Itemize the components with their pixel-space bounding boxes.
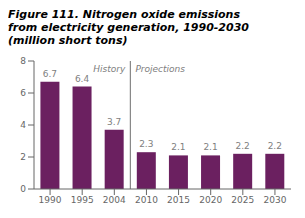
svg-text:2: 2 (20, 152, 26, 162)
svg-text:2.2: 2.2 (236, 141, 250, 151)
svg-text:6: 6 (20, 88, 26, 98)
svg-text:2.3: 2.3 (139, 139, 153, 149)
svg-text:2004: 2004 (103, 195, 126, 205)
svg-text:1995: 1995 (71, 195, 94, 205)
svg-text:History: History (93, 64, 126, 74)
svg-text:4: 4 (20, 120, 26, 130)
svg-text:2030: 2030 (263, 195, 286, 205)
svg-text:6.4: 6.4 (75, 74, 90, 84)
svg-text:2.2: 2.2 (268, 141, 282, 151)
svg-text:8: 8 (20, 56, 26, 66)
html-text:from electricity generation, 1: from electricity generation, 1990-2030 (8, 21, 249, 34)
svg-text:2025: 2025 (231, 195, 254, 205)
svg-text:0: 0 (20, 184, 26, 194)
svg-text:6.7: 6.7 (43, 69, 57, 79)
svg-text:2.1: 2.1 (171, 142, 185, 152)
html-text:(million short tons): (million short tons) (8, 34, 128, 47)
svg-text:3.7: 3.7 (107, 117, 121, 127)
svg-text:2010: 2010 (135, 195, 158, 205)
svg-text:2015: 2015 (167, 195, 190, 205)
html-text:Figure 111. Nitrogen oxide emi: Figure 111. Nitrogen oxide emissions (8, 8, 240, 21)
svg-text:2.1: 2.1 (203, 142, 217, 152)
svg-text:1990: 1990 (39, 195, 62, 205)
svg-text:Projections: Projections (135, 64, 185, 74)
svg-text:2020: 2020 (199, 195, 222, 205)
